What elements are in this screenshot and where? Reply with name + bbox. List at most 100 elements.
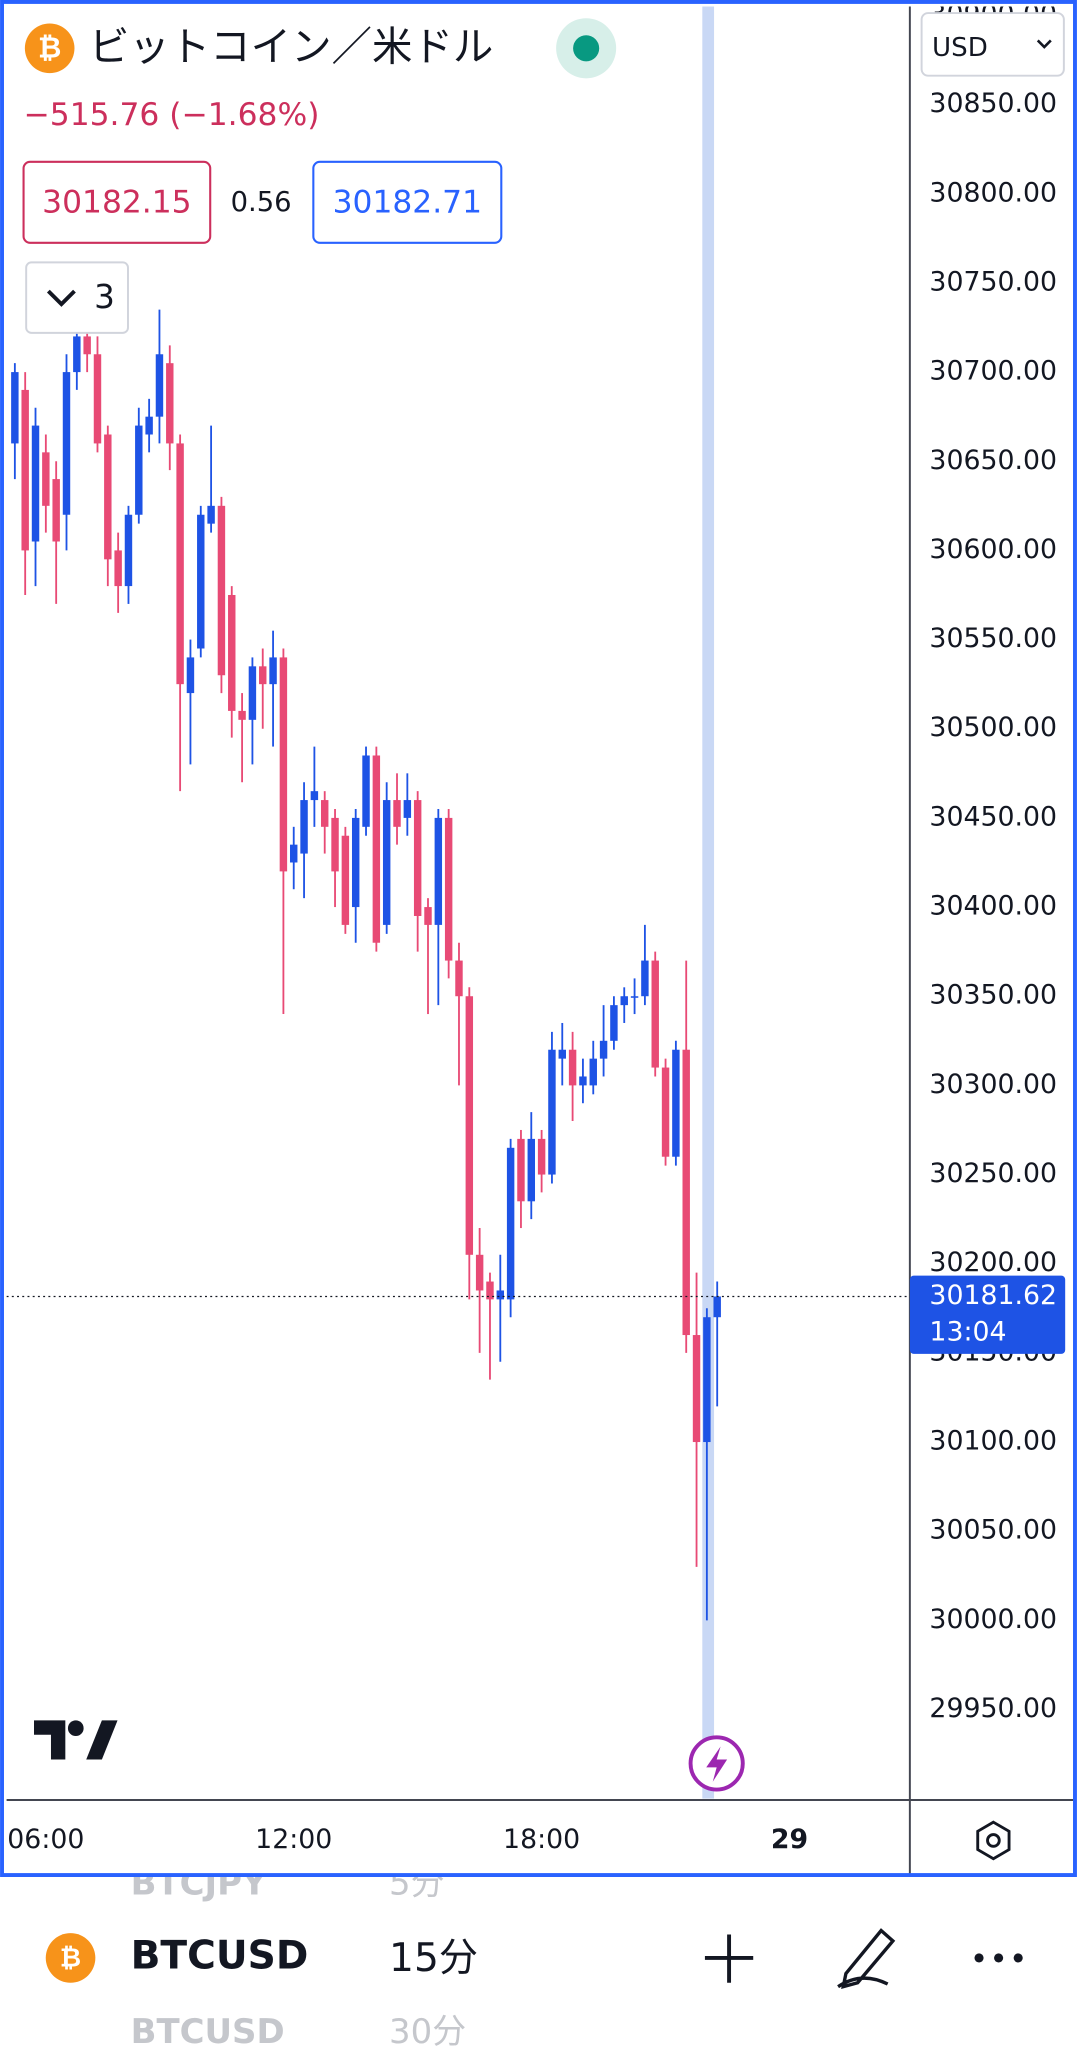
y-tick-label: 30850.00 bbox=[929, 88, 1057, 119]
current-bar-highlight bbox=[702, 6, 715, 1799]
candle-body bbox=[382, 800, 391, 925]
logo-part bbox=[67, 1720, 84, 1737]
candle-body bbox=[217, 505, 226, 676]
candle-body bbox=[197, 514, 205, 649]
candle-body bbox=[486, 1281, 494, 1300]
candle-body bbox=[434, 817, 443, 925]
y-tick-label: 30200.00 bbox=[929, 1247, 1057, 1278]
y-tick-label: 30350.00 bbox=[929, 980, 1057, 1011]
price-change: −515.76 (−1.68%) bbox=[24, 97, 320, 133]
more-dot[interactable] bbox=[974, 1953, 984, 1963]
candle-body bbox=[42, 452, 50, 506]
plot-area bbox=[6, 6, 908, 1799]
candle-body bbox=[320, 800, 329, 827]
candle-body bbox=[579, 1076, 587, 1086]
last-price-label: 30181.62 bbox=[929, 1280, 1057, 1311]
bid-price[interactable]: 30182.15 bbox=[42, 185, 191, 221]
y-tick-label: 30650.00 bbox=[929, 445, 1057, 476]
toolbar-bg bbox=[0, 1877, 1077, 2048]
candle-body bbox=[403, 800, 412, 818]
y-tick-label: 30450.00 bbox=[929, 801, 1057, 832]
add-button[interactable] bbox=[704, 1934, 754, 1983]
candle-body bbox=[207, 505, 215, 524]
candle-body bbox=[176, 443, 184, 685]
candle-body bbox=[341, 835, 350, 925]
currency-select[interactable] bbox=[920, 12, 1065, 77]
candle-body bbox=[351, 817, 360, 908]
btc-icon bbox=[24, 23, 75, 74]
bar-countdown: 13:04 bbox=[929, 1317, 1006, 1348]
candle-body bbox=[713, 1296, 721, 1318]
indicators-count: 3 bbox=[94, 278, 115, 316]
candle-body bbox=[186, 657, 195, 694]
candle-body bbox=[228, 594, 236, 711]
x-tick-label: 12:00 bbox=[255, 1824, 332, 1855]
candle-body bbox=[145, 416, 153, 435]
settings-icon[interactable] bbox=[976, 1820, 1011, 1861]
more-dot[interactable] bbox=[1013, 1953, 1023, 1963]
time-axis: 06:00 12:00 18:00 29 bbox=[7, 1824, 808, 1855]
candle-body bbox=[682, 1049, 690, 1336]
buy-button[interactable] bbox=[312, 160, 503, 244]
btc-icon bbox=[45, 1933, 96, 1983]
x-tick-label: 18:00 bbox=[503, 1824, 580, 1855]
candle-body bbox=[589, 1058, 597, 1086]
candle-body bbox=[496, 1290, 505, 1300]
symbol-title[interactable]: ビットコイン／米ドル bbox=[89, 23, 494, 71]
market-status-dot bbox=[573, 35, 600, 62]
candle-body bbox=[444, 817, 453, 961]
candle-body bbox=[641, 960, 649, 997]
candle-body bbox=[455, 960, 463, 997]
candle-body bbox=[269, 657, 277, 685]
candle-body bbox=[52, 479, 60, 542]
candle-body bbox=[238, 710, 246, 720]
candle-body bbox=[310, 791, 319, 801]
y-tick-label: 30400.00 bbox=[929, 891, 1057, 922]
y-tick-label: 30000.00 bbox=[929, 1604, 1057, 1635]
symbol[interactable]: BTCUSD bbox=[131, 1933, 309, 1978]
interval[interactable]: 15分 bbox=[389, 1936, 478, 1981]
candle-body bbox=[475, 1254, 484, 1291]
bottom-toolbar: BTCJPY 5分 ₿ BTCUSD 15分 BTCUSD 30分 bbox=[0, 1864, 1077, 2048]
indicators-toggle[interactable] bbox=[25, 261, 129, 334]
y-tick-label: 30550.00 bbox=[929, 623, 1057, 654]
y-tick-label: 29950.00 bbox=[929, 1693, 1057, 1724]
prev-interval: 5分 bbox=[389, 1864, 445, 1903]
y-tick-label: 30100.00 bbox=[929, 1426, 1057, 1457]
candle-body bbox=[424, 907, 432, 925]
logo-part bbox=[86, 1720, 118, 1760]
next-symbol: BTCUSD bbox=[131, 2013, 285, 2048]
candle-body bbox=[279, 657, 288, 872]
chart-frame bbox=[0, 0, 1077, 1878]
candle-body bbox=[620, 996, 628, 1006]
dropdown-icon bbox=[1036, 39, 1052, 49]
candle-body bbox=[259, 666, 267, 685]
ask-price[interactable]: 30182.71 bbox=[333, 185, 482, 221]
candle-body bbox=[672, 1049, 680, 1157]
candle-body bbox=[651, 960, 659, 1068]
candle-body bbox=[558, 1049, 566, 1059]
candle-body bbox=[537, 1138, 546, 1175]
candle-body bbox=[155, 354, 164, 417]
candle-body bbox=[135, 425, 143, 515]
candle-body bbox=[599, 1040, 608, 1059]
candle-body bbox=[413, 800, 422, 916]
btc-icon-glyph: ₿ bbox=[38, 31, 61, 65]
more-dot[interactable] bbox=[994, 1953, 1004, 1963]
draw-button[interactable] bbox=[837, 1928, 896, 1990]
settings-button[interactable] bbox=[976, 1820, 1011, 1861]
price-axis: 29950.0030000.0030050.0030100.0030150.00… bbox=[929, 7, 1057, 1725]
prev-symbol: BTCJPY bbox=[131, 1864, 267, 1903]
candle-body bbox=[290, 844, 298, 863]
sell-button[interactable] bbox=[22, 160, 212, 244]
candle-body bbox=[517, 1138, 525, 1202]
currency-label: USD bbox=[932, 33, 988, 63]
candle-body bbox=[62, 372, 71, 515]
candle-body bbox=[300, 800, 308, 854]
last-price-tag bbox=[909, 1275, 1066, 1354]
candle-body bbox=[527, 1138, 536, 1202]
candle-body bbox=[661, 1067, 670, 1157]
